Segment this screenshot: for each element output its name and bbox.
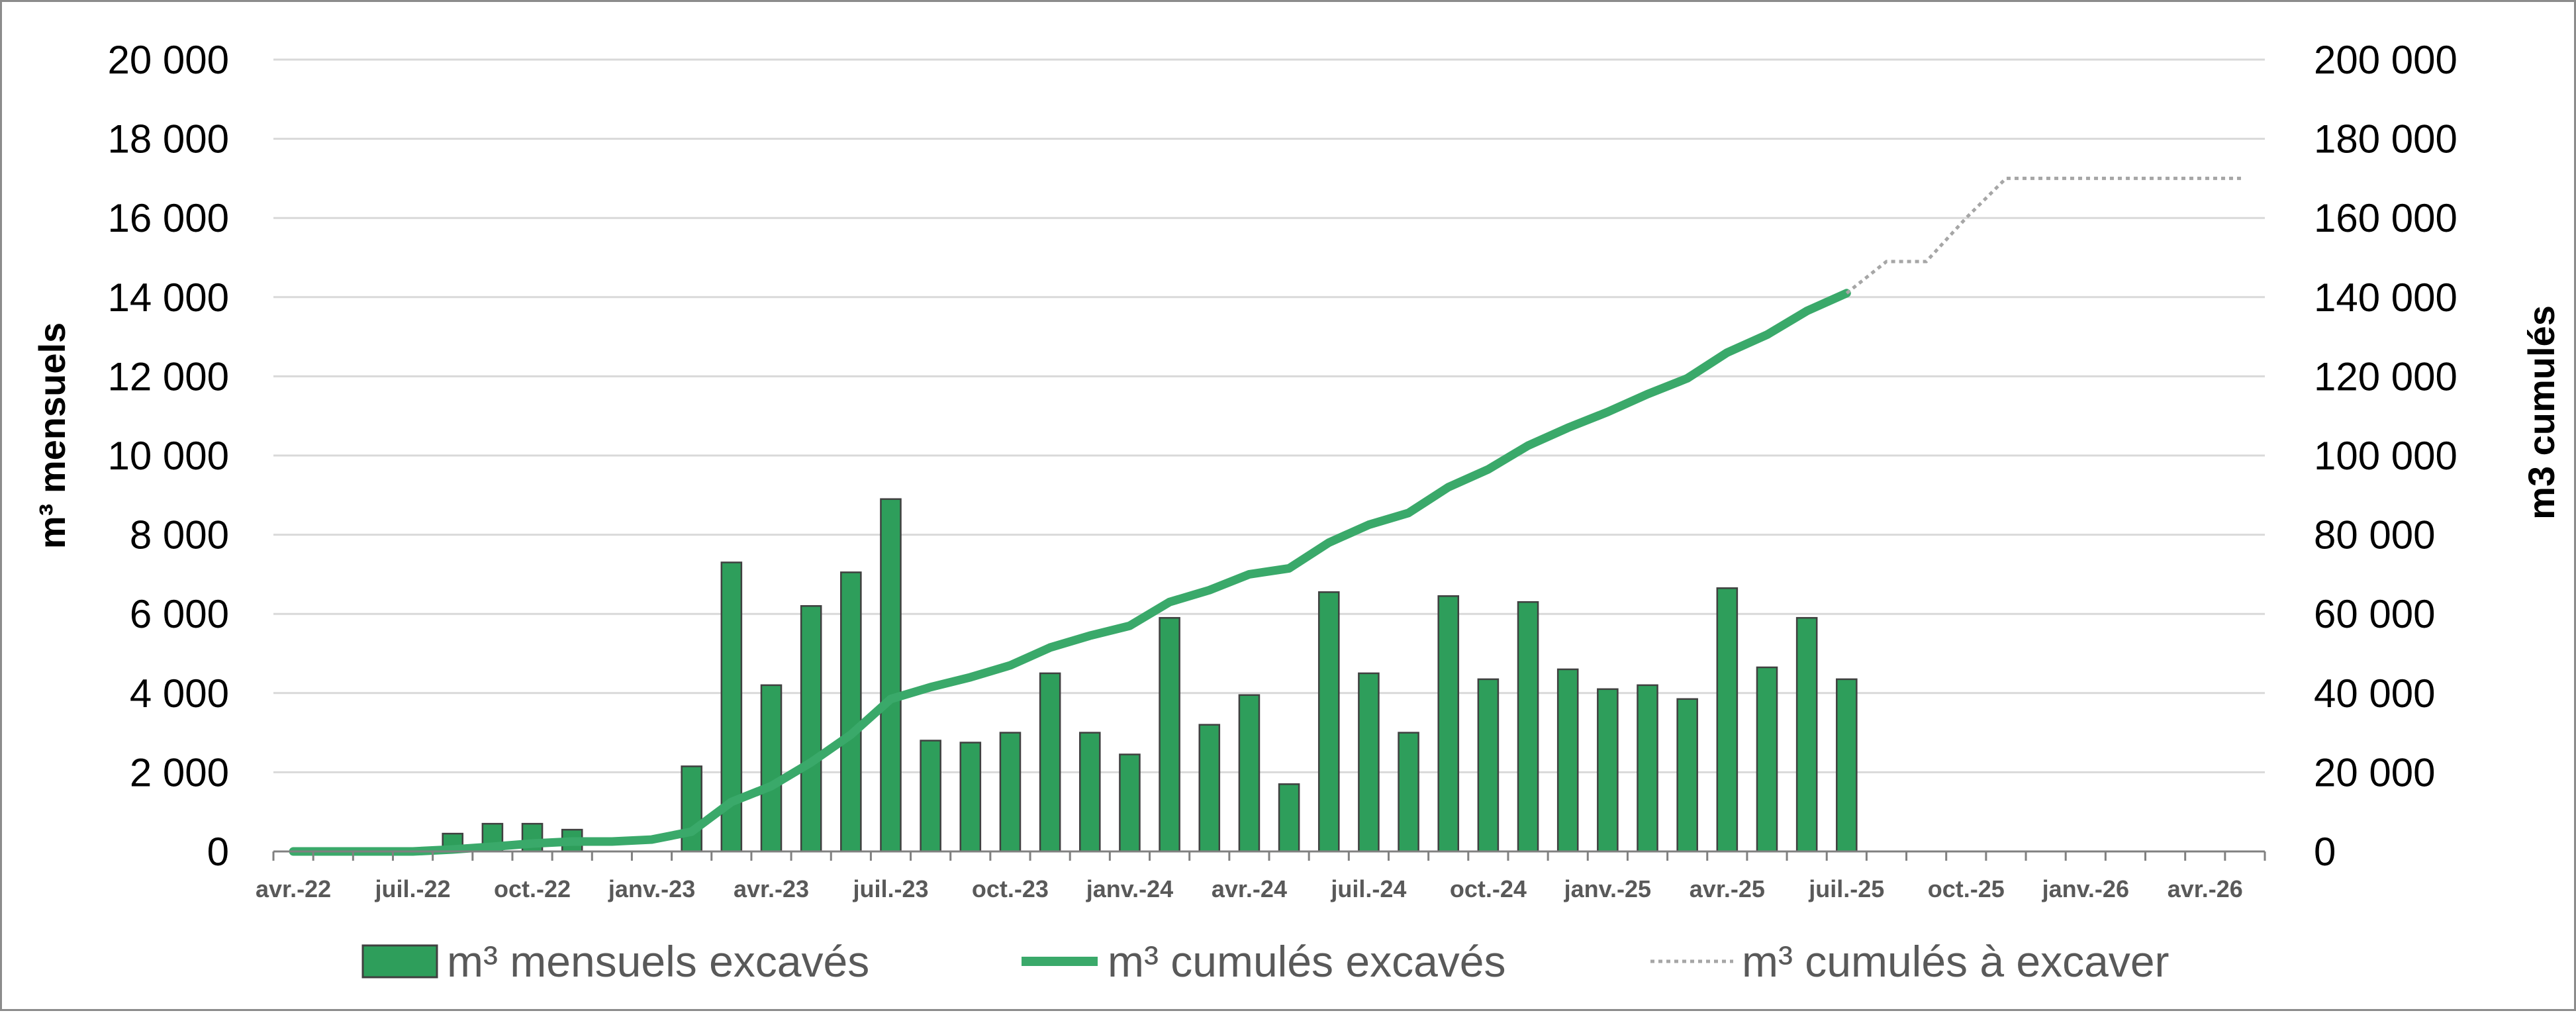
legend-label-monthly: m³ mensuels excavés xyxy=(447,937,869,986)
right-axis-title: m3 cumulés xyxy=(2520,305,2562,520)
bar-monthly xyxy=(1437,595,1460,853)
bar-monthly xyxy=(959,742,982,853)
left-tick-label: 0 xyxy=(207,830,229,874)
x-tick-label: avr.-22 xyxy=(256,875,331,902)
x-tick-label: oct.-25 xyxy=(1928,875,2005,902)
left-tick-label: 4 000 xyxy=(130,671,229,716)
bar-monthly xyxy=(1398,732,1419,853)
bar-monthly xyxy=(1317,591,1340,853)
bar-monthly xyxy=(920,740,941,853)
bar-monthly xyxy=(1198,724,1221,853)
bar-monthly xyxy=(1278,783,1300,853)
right-tick-label: 80 000 xyxy=(2314,513,2436,557)
right-tick-label: 160 000 xyxy=(2314,196,2457,240)
x-tick-label: avr.-25 xyxy=(1690,875,1765,902)
left-tick-label: 16 000 xyxy=(107,196,229,240)
right-tick-label: 140 000 xyxy=(2314,275,2457,320)
bar-monthly xyxy=(1716,587,1739,853)
x-tick-label: juil.-24 xyxy=(1330,875,1406,902)
bar-monthly xyxy=(880,498,902,853)
left-tick-label: 2 000 xyxy=(130,750,229,795)
x-tick-label: janv.-26 xyxy=(2042,875,2129,902)
right-tick-label: 0 xyxy=(2314,830,2336,874)
legend-swatch-bar xyxy=(361,944,438,979)
bar-monthly xyxy=(681,765,702,853)
gridlines xyxy=(273,58,2265,773)
bar-monthly xyxy=(1039,672,1061,853)
right-tick-label: 40 000 xyxy=(2314,671,2436,716)
left-tick-label: 6 000 xyxy=(130,592,229,636)
x-tick-label: oct.-23 xyxy=(972,875,1049,902)
bar-monthly xyxy=(1597,688,1619,853)
x-tick-label: juil.-22 xyxy=(375,875,451,902)
bar-monthly xyxy=(999,732,1022,853)
x-tick-label: janv.-24 xyxy=(1086,875,1173,902)
left-tick-label: 14 000 xyxy=(107,275,229,320)
x-tick-label: oct.-24 xyxy=(1450,875,1527,902)
right-tick-label: 20 000 xyxy=(2314,750,2436,795)
x-tick-label: juil.-25 xyxy=(1808,875,1884,902)
legend: m³ mensuels excavés m³ cumulés excavés m… xyxy=(361,937,2170,986)
bar-monthly xyxy=(1637,684,1658,853)
x-tick-label: avr.-23 xyxy=(734,875,809,902)
bar-monthly xyxy=(1756,666,1778,853)
right-tick-label: 120 000 xyxy=(2314,354,2457,399)
x-axis-ticks: avr.-22 juil.-22 oct.-22 janv.-23 avr.-23 jui… xyxy=(256,875,2243,902)
bar-monthly xyxy=(1836,678,1858,853)
x-tick-label: janv.-25 xyxy=(1564,875,1651,902)
right-axis-ticks: 0 20 000 40 000 60 000 80 000 100 000 120 000 1… xyxy=(2314,38,2457,874)
left-axis-title: m³ mensuels xyxy=(31,322,73,549)
bar-monthly xyxy=(1078,732,1101,853)
right-tick-label: 180 000 xyxy=(2314,117,2457,162)
left-tick-label: 8 000 xyxy=(130,513,229,557)
line-cumulative-planned xyxy=(1845,176,2245,295)
bar-monthly xyxy=(800,604,822,853)
bar-monthly xyxy=(840,571,862,853)
left-tick-label: 18 000 xyxy=(107,117,229,162)
x-tick-label: avr.-26 xyxy=(2168,875,2243,902)
bar-monthly xyxy=(1238,694,1261,853)
legend-label-planned: m³ cumulés à excaver xyxy=(1742,937,2170,986)
bar-monthly xyxy=(1795,616,1818,853)
legend-label-cumulative: m³ cumulés excavés xyxy=(1108,937,1506,986)
bar-monthly xyxy=(1556,668,1579,853)
axes xyxy=(272,850,2266,861)
line-cumulative-excavated xyxy=(289,289,1851,856)
bar-monthly xyxy=(760,684,783,853)
bar-monthly xyxy=(1358,672,1380,853)
x-tick-label: janv.-23 xyxy=(608,875,695,902)
right-tick-label: 100 000 xyxy=(2314,434,2457,478)
left-tick-label: 12 000 xyxy=(107,354,229,399)
right-tick-label: 200 000 xyxy=(2314,38,2457,82)
bar-monthly xyxy=(1676,698,1698,853)
x-tick-label: juil.-23 xyxy=(852,875,928,902)
x-tick-label: oct.-22 xyxy=(494,875,571,902)
line-series xyxy=(289,176,2245,856)
bar-monthly xyxy=(1119,753,1141,853)
bar-series-monthly xyxy=(442,498,1858,853)
bar-monthly xyxy=(1477,678,1500,853)
left-tick-label: 10 000 xyxy=(107,434,229,478)
bar-monthly xyxy=(1159,616,1180,853)
left-tick-label: 20 000 xyxy=(107,38,229,82)
left-axis-ticks: 0 2 000 4 000 6 000 8 000 10 000 12 000 14 000 1… xyxy=(107,38,229,874)
bar-monthly xyxy=(1517,601,1539,853)
x-tick-label: avr.-24 xyxy=(1212,875,1287,902)
right-tick-label: 60 000 xyxy=(2314,592,2436,636)
